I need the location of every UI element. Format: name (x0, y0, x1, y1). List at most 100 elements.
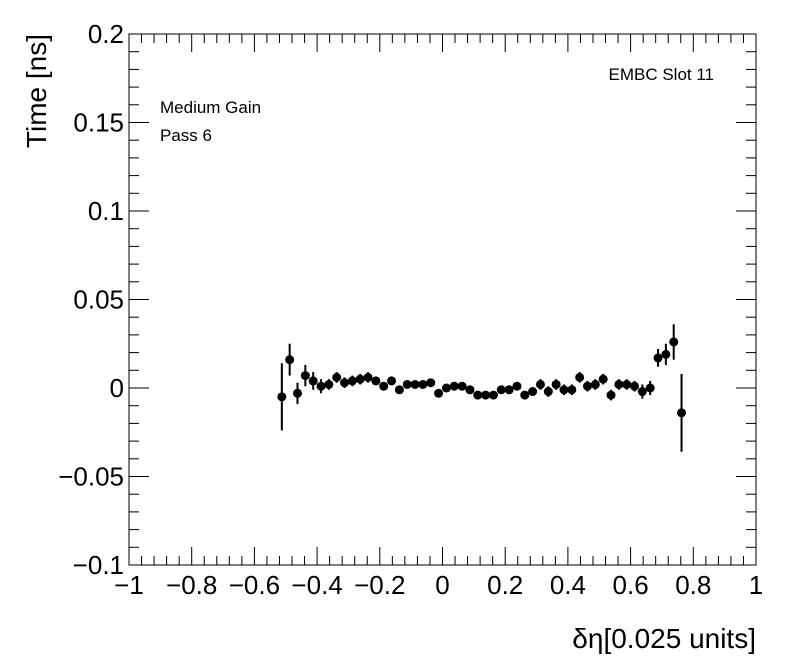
data-point (481, 390, 491, 400)
point-marker (426, 378, 436, 388)
data-point (418, 379, 428, 389)
point-marker (402, 379, 412, 389)
x-tick-label: 0.4 (550, 570, 586, 600)
y-tick-label: 0 (110, 373, 124, 403)
point-marker (661, 349, 671, 359)
data-point (535, 379, 545, 390)
data-point (488, 390, 498, 400)
point-marker (637, 387, 647, 397)
data-point (426, 378, 436, 388)
point-marker (598, 374, 608, 384)
y-tick-label: −0.1 (73, 550, 124, 580)
x-tick-label: −0.6 (229, 570, 280, 600)
point-marker (645, 383, 655, 393)
data-point (661, 343, 671, 365)
point-marker (355, 374, 365, 384)
data-point (551, 379, 561, 390)
x-tick-label: −0.8 (166, 570, 217, 600)
point-marker (481, 390, 491, 400)
x-tick-label: 0.6 (613, 570, 649, 600)
y-tick-label: 0.15 (73, 108, 124, 138)
data-point (324, 379, 334, 390)
annotation-gain: Medium Gain (160, 98, 261, 117)
data-point (316, 379, 326, 394)
data-point (653, 349, 663, 367)
data-point (457, 381, 467, 391)
y-tick-label: 0.2 (88, 19, 124, 49)
point-marker (293, 388, 303, 398)
point-marker (449, 381, 459, 391)
data-point (355, 373, 365, 385)
point-marker (496, 385, 506, 395)
point-marker (567, 385, 577, 395)
data-point (473, 390, 483, 400)
point-marker (363, 372, 373, 382)
tick-marks (128, 33, 757, 566)
point-marker (332, 372, 342, 382)
data-point (582, 380, 592, 392)
data-point (614, 379, 624, 390)
data-point (402, 379, 412, 389)
data-point (504, 385, 514, 395)
point-marker (559, 385, 569, 395)
y-tick-label: 0.05 (73, 285, 124, 315)
point-marker (465, 385, 475, 395)
data-point (496, 385, 506, 395)
point-marker (277, 392, 287, 402)
data-point (293, 382, 303, 404)
point-marker (669, 337, 679, 347)
point-marker (653, 353, 663, 363)
y-axis-title: Time [ns] (21, 34, 52, 148)
point-marker (418, 379, 428, 389)
point-marker (551, 379, 561, 389)
data-point (363, 372, 373, 383)
point-marker (535, 379, 545, 389)
point-marker (543, 387, 553, 397)
data-point (528, 387, 538, 397)
data-point (347, 375, 357, 387)
annotation-detector: EMBC Slot 11 (608, 65, 714, 84)
data-point (394, 385, 404, 395)
data-point (645, 380, 655, 396)
point-marker (324, 379, 334, 389)
data-point (677, 373, 687, 452)
point-marker (677, 408, 687, 418)
point-marker (582, 381, 592, 391)
x-tick-label: 0.8 (675, 570, 711, 600)
point-marker (441, 383, 451, 393)
data-point (622, 379, 632, 390)
data-point (277, 363, 287, 431)
data-point (630, 380, 640, 392)
point-marker (347, 376, 357, 386)
point-marker (575, 372, 585, 382)
point-marker (630, 381, 640, 391)
data-point (410, 379, 420, 389)
data-point (520, 390, 530, 400)
point-marker (528, 387, 538, 397)
y-tick-label: 0.1 (88, 196, 124, 226)
x-axis-title: δη[0.025 units] (572, 623, 756, 654)
annotation-pass: Pass 6 (160, 126, 212, 145)
data-point (340, 377, 350, 388)
data-point (434, 388, 444, 398)
y-tick-label: −0.05 (58, 462, 124, 492)
point-marker (606, 390, 616, 400)
x-tick-label: 0 (435, 570, 449, 600)
point-marker (340, 378, 350, 388)
data-point (669, 324, 679, 360)
data-point (387, 376, 397, 386)
point-marker (394, 385, 404, 395)
point-marker (614, 379, 624, 389)
data-point (300, 364, 310, 387)
data-point (512, 381, 522, 391)
data-point (559, 384, 569, 396)
data-point (371, 376, 381, 386)
x-tick-label: 0.2 (487, 570, 523, 600)
data-point (598, 373, 608, 385)
point-marker (504, 385, 514, 395)
point-marker (590, 379, 600, 389)
data-point (637, 384, 647, 399)
point-marker (387, 376, 397, 386)
x-tick-label: −1 (114, 570, 144, 600)
